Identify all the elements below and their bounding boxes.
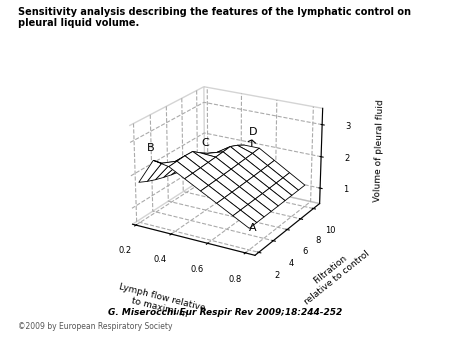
X-axis label: Lymph flow relative
to maximum: Lymph flow relative to maximum: [116, 282, 207, 323]
Text: G. Miserocchi Eur Respir Rev 2009;18:244-252: G. Miserocchi Eur Respir Rev 2009;18:244…: [108, 308, 342, 317]
Text: ©2009 by European Respiratory Society: ©2009 by European Respiratory Society: [18, 322, 172, 331]
Text: Sensitivity analysis describing the features of the lymphatic control on pleural: Sensitivity analysis describing the feat…: [18, 7, 411, 28]
Y-axis label: Filtration
relative to control: Filtration relative to control: [296, 241, 371, 306]
